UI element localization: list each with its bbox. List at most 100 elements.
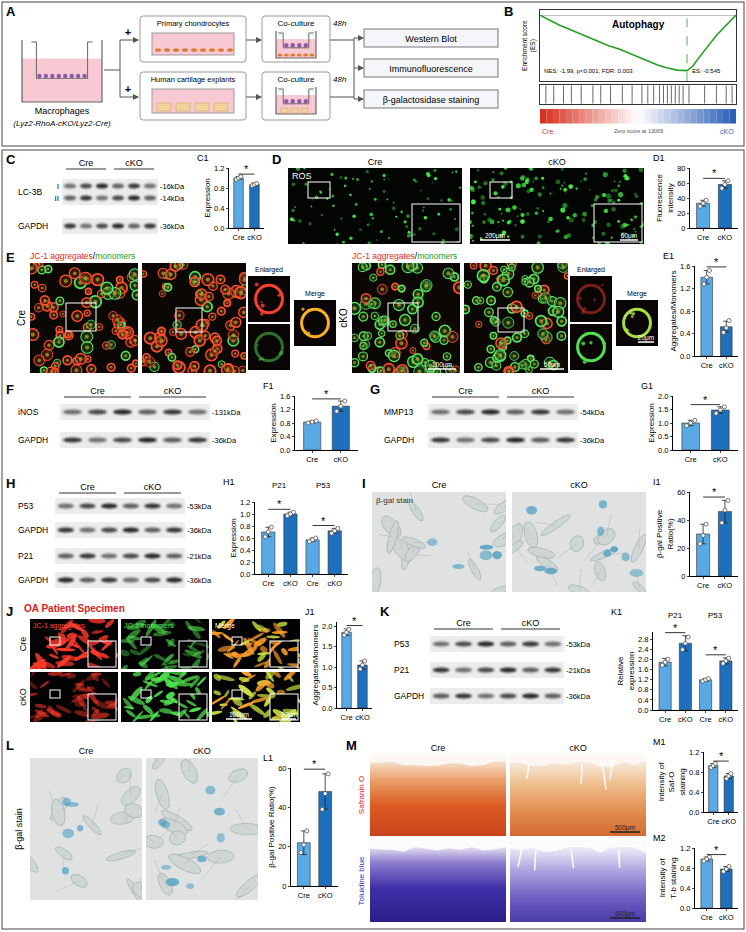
svg-text:Merge: Merge — [215, 622, 235, 630]
svg-text:-131kDa: -131kDa — [212, 408, 241, 417]
svg-text:cKO: cKO — [713, 455, 728, 464]
svg-text:Co-culture: Co-culture — [278, 19, 315, 28]
svg-text:48h: 48h — [333, 75, 347, 84]
svg-text:60μm: 60μm — [621, 232, 637, 240]
svg-text:cKO: cKO — [334, 455, 349, 464]
svg-text:0.0: 0.0 — [280, 446, 290, 455]
svg-text:Cre: Cre — [80, 482, 95, 492]
svg-text:100μm: 100μm — [229, 711, 249, 719]
svg-text:0.8: 0.8 — [214, 184, 224, 193]
svg-text:+: + — [125, 26, 131, 38]
svg-text:+: + — [125, 83, 131, 95]
svg-text:*: * — [719, 750, 724, 762]
svg-text:20: 20 — [278, 842, 286, 851]
svg-text:0: 0 — [681, 572, 685, 581]
svg-text:cKO: cKO — [327, 579, 342, 588]
svg-text:cKO: cKO — [522, 618, 540, 628]
svg-text:I: I — [362, 476, 366, 491]
svg-text:*: * — [324, 388, 329, 400]
svg-text:Western Blot: Western Blot — [405, 34, 457, 44]
svg-text:β-gal stain: β-gal stain — [14, 808, 24, 850]
svg-text:(Lyz2-RhoA-cKO/Lyz2-Cre): (Lyz2-RhoA-cKO/Lyz2-Cre) — [13, 119, 111, 128]
svg-text:P53: P53 — [394, 639, 409, 649]
svg-text:-36kDa: -36kDa — [212, 436, 237, 445]
svg-text:Cre: Cre — [456, 618, 471, 628]
svg-text:J1: J1 — [305, 607, 315, 617]
svg-text:Expression: Expression — [269, 403, 278, 443]
svg-text:0.4: 0.4 — [680, 329, 690, 338]
svg-text:Expression: Expression — [647, 403, 656, 443]
svg-text:H1: H1 — [223, 477, 235, 487]
svg-text:Cre: Cre — [700, 715, 712, 724]
svg-text:2.4: 2.4 — [638, 645, 648, 654]
svg-text:I: I — [57, 182, 59, 191]
svg-text:Expression: Expression — [229, 518, 238, 558]
svg-text:Zero score at 13065: Zero score at 13065 — [614, 128, 663, 134]
svg-text:1.2: 1.2 — [680, 284, 690, 293]
svg-text:60: 60 — [677, 179, 685, 188]
svg-text:Relativeexpression: Relativeexpression — [616, 652, 635, 691]
svg-text:K1: K1 — [611, 607, 622, 617]
svg-text:1.0: 1.0 — [658, 419, 668, 428]
svg-text:GAPDH: GAPDH — [18, 221, 48, 231]
svg-text:Merge: Merge — [305, 290, 325, 298]
svg-text:β-gal Positive Ratio(%): β-gal Positive Ratio(%) — [267, 786, 276, 868]
svg-text:cKO: cKO — [283, 579, 298, 588]
svg-text:60: 60 — [278, 764, 286, 773]
svg-text:cKO: cKO — [719, 913, 734, 922]
svg-text:Cre: Cre — [701, 361, 713, 370]
svg-text:cKO: cKO — [338, 308, 349, 328]
svg-text:40: 40 — [677, 516, 685, 525]
svg-text:cKO: cKO — [719, 715, 734, 724]
svg-text:Fluorescenceintensity: Fluorescenceintensity — [655, 173, 674, 222]
svg-text:0: 0 — [282, 882, 286, 891]
svg-text:500μm: 500μm — [615, 824, 635, 832]
svg-text:0.5: 0.5 — [322, 683, 332, 692]
svg-text:*: * — [714, 256, 719, 268]
svg-text:JC-1 aggregates/monomers: JC-1 aggregates/monomers — [30, 251, 135, 261]
svg-text:30μm: 30μm — [281, 711, 297, 719]
svg-text:100μm: 100μm — [432, 361, 452, 369]
svg-text:Cre: Cre — [431, 743, 446, 753]
svg-text:A: A — [6, 4, 16, 19]
svg-text:OA Patient Specimen: OA Patient Specimen — [24, 603, 125, 614]
svg-text:β-galactosidase staining: β-galactosidase staining — [383, 95, 480, 105]
svg-text:J: J — [6, 604, 13, 619]
svg-text:P53: P53 — [708, 611, 723, 620]
svg-text:cKO: cKO — [125, 158, 143, 168]
svg-text:F: F — [6, 382, 14, 397]
svg-text:*: * — [673, 622, 678, 634]
svg-text:Co-culture: Co-culture — [278, 75, 315, 84]
svg-text:Cre: Cre — [432, 480, 447, 490]
svg-text:B: B — [504, 4, 513, 19]
svg-text:0.2: 0.2 — [240, 558, 250, 567]
svg-text:40: 40 — [677, 194, 685, 203]
svg-text:0.8: 0.8 — [280, 419, 290, 428]
svg-text:-36kDa: -36kDa — [566, 692, 591, 701]
svg-text:Safranin O: Safranin O — [357, 776, 366, 814]
svg-text:1.5: 1.5 — [322, 642, 332, 651]
svg-text:0.0: 0.0 — [240, 570, 250, 579]
svg-text:1.6: 1.6 — [280, 392, 290, 401]
svg-text:Cre: Cre — [707, 817, 719, 826]
svg-text:80: 80 — [677, 164, 685, 173]
svg-text:P21: P21 — [668, 611, 683, 620]
svg-text:P21: P21 — [18, 551, 33, 561]
svg-text:-14kDa: -14kDa — [160, 194, 185, 203]
svg-text:Cre: Cre — [341, 713, 353, 722]
svg-text:Intensity ofSaf-Ostaining: Intensity ofSaf-Ostaining — [657, 762, 687, 801]
svg-text:-36kDa: -36kDa — [187, 576, 212, 585]
svg-text:P21: P21 — [394, 665, 409, 675]
svg-text:JC-1 monomers: JC-1 monomers — [124, 622, 174, 629]
svg-text:ROS: ROS — [292, 171, 312, 181]
svg-text:L: L — [6, 738, 14, 753]
svg-text:1.2: 1.2 — [680, 844, 690, 853]
svg-text:Cre: Cre — [701, 913, 713, 922]
svg-text:1.2: 1.2 — [240, 498, 250, 507]
svg-text:β-gal PositiveRatio(%): β-gal PositiveRatio(%) — [655, 509, 674, 558]
svg-text:cKO: cKO — [721, 817, 736, 826]
svg-text:40: 40 — [278, 803, 286, 812]
svg-text:-54kDa: -54kDa — [580, 408, 605, 417]
svg-text:-53kDa: -53kDa — [187, 502, 212, 511]
svg-text:Cre: Cre — [79, 746, 94, 756]
